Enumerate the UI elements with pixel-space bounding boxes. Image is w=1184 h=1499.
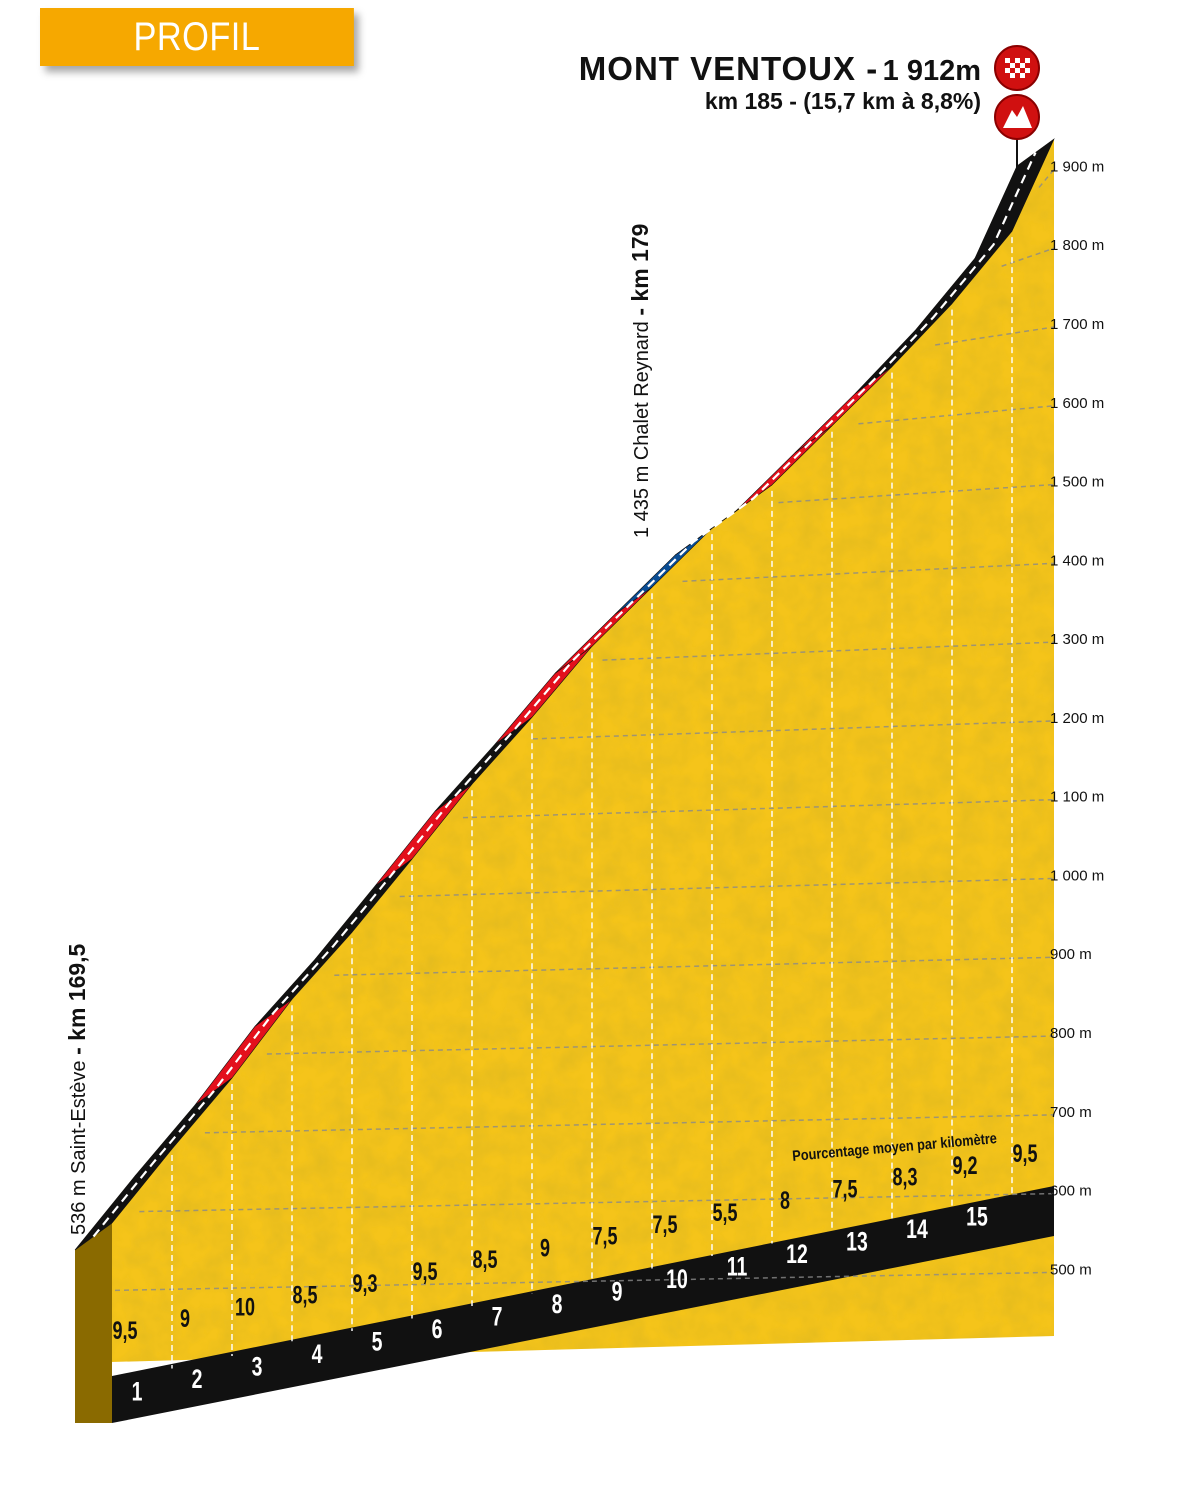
y-tick-label: 1 600 m [1050, 395, 1104, 412]
y-tick-label: 1 100 m [1050, 789, 1104, 806]
flag-square [1005, 68, 1010, 73]
gradient-label: 7,5 [652, 1210, 677, 1239]
gradient-label: 9 [540, 1233, 550, 1262]
gradient-label: 10 [235, 1292, 255, 1321]
flag-square [1020, 73, 1025, 78]
mid-altitude: 1 435 m [631, 460, 653, 538]
y-tick-label: 1 000 m [1050, 867, 1104, 884]
km-marker-label: 2 [192, 1364, 203, 1394]
gradient-label: 9,5 [112, 1316, 137, 1345]
elevation-grid-line [399, 877, 1055, 898]
road-segment-km-16 [974, 138, 1055, 260]
gradient-label: 8,5 [472, 1245, 497, 1274]
gradient-label: 9,2 [952, 1151, 977, 1180]
km-marker-label: 10 [666, 1264, 688, 1294]
mountain-icon [994, 94, 1040, 140]
gradient-label: 8 [780, 1186, 790, 1215]
elevation-grid-line [682, 562, 1055, 583]
checkered-flag-icon [994, 45, 1040, 91]
gradient-label: 7,5 [592, 1222, 617, 1251]
km-marker-label: 4 [312, 1339, 323, 1369]
y-tick-label: 700 m [1050, 1104, 1092, 1121]
km-marker-label: 3 [252, 1351, 263, 1381]
flag-square [1025, 58, 1030, 63]
road-centre-line [92, 152, 1037, 1238]
flag-square [1025, 68, 1030, 73]
km-marker-label: 15 [966, 1201, 988, 1231]
km-marker-label: 1 [132, 1376, 143, 1406]
km-marker-label: 11 [727, 1251, 748, 1281]
elevation-grid-line [858, 405, 1055, 425]
flag-square [1015, 68, 1020, 73]
elevation-grid-line [334, 956, 1055, 976]
y-tick-label: 800 m [1050, 1025, 1092, 1042]
y-tick-label: 600 m [1050, 1183, 1092, 1200]
gradient-label: 8,3 [892, 1163, 917, 1192]
flag-square [1010, 73, 1015, 78]
flag-square [1010, 63, 1015, 68]
km-marker-label: 9 [612, 1276, 623, 1306]
y-tick-label: 1 300 m [1050, 631, 1104, 648]
mid-name: Chalet Reynard [631, 316, 653, 461]
start-altitude: 536 m [68, 1174, 90, 1235]
flag-square [1005, 58, 1010, 63]
elevation-grid-line [532, 720, 1055, 740]
gradient-label: 8,5 [292, 1281, 317, 1310]
gradient-label: 9,5 [1012, 1139, 1037, 1168]
elevation-grid-line [602, 641, 1055, 661]
mountain-shape [1003, 106, 1032, 128]
summit-altitude: 1 912m [882, 55, 981, 87]
base-front-block [75, 1250, 112, 1423]
km-marker-label: 12 [786, 1239, 808, 1269]
y-tick-label: 1 800 m [1050, 237, 1104, 254]
flag-square [1015, 58, 1020, 63]
flag-square [1020, 63, 1025, 68]
elevation-grid-line [114, 1271, 1055, 1292]
y-tick-label: 1 500 m [1050, 474, 1104, 491]
start-label: 536 m Saint-Estève - km 169,5 [64, 943, 90, 1235]
y-tick-label: 1 700 m [1050, 316, 1104, 333]
elevation-grid-line [1001, 247, 1055, 267]
km-marker-label: 7 [492, 1301, 503, 1331]
elevation-grid-line [935, 326, 1055, 346]
km-marker-label: 6 [432, 1314, 443, 1344]
mid-label: 1 435 m Chalet Reynard - km 179 [627, 224, 653, 538]
elevation-grid-line [204, 1114, 1055, 1134]
km-marker-label: 8 [552, 1289, 563, 1319]
km-marker-label: 5 [372, 1326, 383, 1356]
y-tick-label: 1 400 m [1050, 552, 1104, 569]
gradient-label: 7,5 [832, 1174, 857, 1203]
y-tick-label: 1 900 m [1050, 158, 1104, 175]
y-tick-label: 1 200 m [1050, 710, 1104, 727]
mid-km: - km 179 [627, 224, 653, 316]
start-km: - km 169,5 [64, 943, 90, 1054]
start-name: Saint-Estève [68, 1055, 90, 1174]
profile-badge: PROFIL PARTICULIER [40, 8, 354, 117]
y-tick-label: 900 m [1050, 946, 1092, 963]
y-tick-label: 500 m [1050, 1261, 1092, 1278]
summit-detail: km 185 - (15,7 km à 8,8%) [704, 88, 981, 114]
gradient-label: 5,5 [712, 1198, 737, 1227]
km-marker-label: 14 [906, 1214, 928, 1244]
gradient-label: 9,5 [412, 1257, 437, 1286]
base-band-slope [112, 1186, 1054, 1423]
summit-title: MONT VENTOUX - 1 912m [579, 50, 981, 88]
km-marker-label: 13 [846, 1226, 868, 1256]
summit-name: MONT VENTOUX - [578, 50, 879, 87]
elevation-grid-line [1038, 168, 1055, 188]
gradient-label: 9 [180, 1304, 190, 1333]
elevation-grid-line [778, 483, 1055, 504]
gradient-label: 9,3 [352, 1269, 377, 1298]
